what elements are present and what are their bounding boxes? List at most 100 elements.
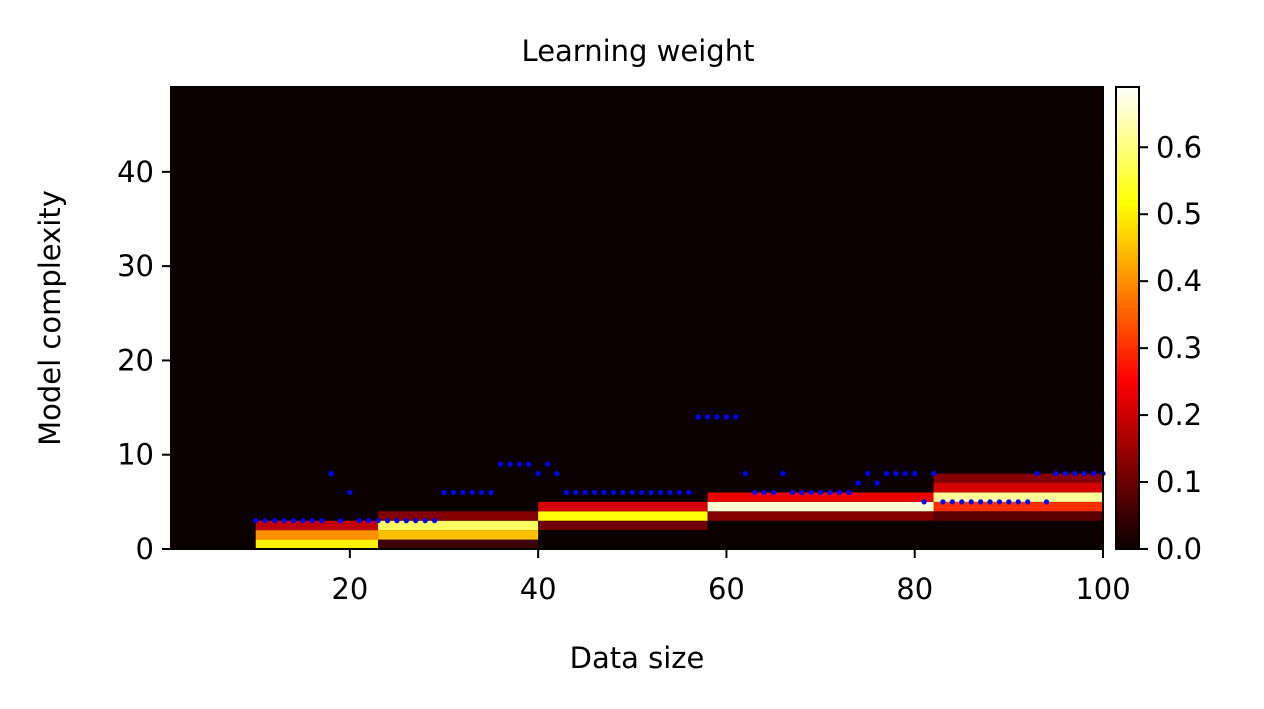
colorbar-tick-label: 0.2 — [1156, 398, 1202, 432]
scatter-point — [271, 518, 278, 524]
heatmap-cell — [378, 520, 539, 531]
heatmap-background — [171, 87, 1103, 549]
scatter-point — [940, 499, 946, 505]
heatmap-cells — [255, 473, 1103, 549]
scatter-point — [808, 489, 814, 496]
heatmap-cell — [707, 492, 934, 502]
scatter-point — [403, 518, 409, 524]
scatter-point — [996, 499, 1003, 505]
x-tick-label: 20 — [331, 572, 368, 606]
heatmap-cell — [378, 511, 539, 521]
scatter-point — [516, 461, 522, 467]
scatter-point — [1034, 470, 1040, 477]
scatter-point — [733, 414, 739, 420]
heatmap-cell — [933, 511, 1103, 521]
scatter-point — [836, 489, 843, 496]
scatter-point — [987, 499, 993, 505]
scatter-point — [949, 499, 955, 505]
scatter-point — [799, 489, 805, 496]
scatter-point — [1043, 499, 1050, 505]
scatter-point — [742, 470, 748, 477]
scatter-point — [290, 518, 296, 524]
scatter-point — [855, 480, 861, 486]
heatmap-cell — [538, 501, 708, 512]
y-tick-label: 20 — [117, 343, 154, 377]
chart-title: Learning weight — [522, 34, 755, 68]
heatmap-cell — [255, 530, 379, 540]
y-tick-label: 0 — [136, 532, 154, 566]
scatter-point — [930, 470, 937, 477]
colorbar-gradient — [1115, 86, 1140, 550]
y-tick-label: 40 — [117, 155, 154, 189]
scatter-point — [563, 489, 569, 496]
scatter-point — [573, 489, 579, 496]
scatter-point — [441, 489, 447, 496]
scatter-point — [507, 461, 513, 467]
heatmap-cell — [933, 483, 1103, 493]
scatter-point — [554, 470, 560, 477]
heatmap-cell — [538, 520, 708, 531]
scatter-point — [1006, 499, 1012, 505]
scatter-point — [413, 518, 419, 524]
scatter-point — [846, 489, 852, 496]
scatter-point — [450, 489, 457, 496]
scatter-point — [366, 518, 372, 524]
scatter-point — [1072, 470, 1078, 477]
scatter-point — [281, 518, 287, 524]
scatter-point — [827, 489, 833, 496]
scatter-point — [394, 518, 400, 524]
scatter-point — [902, 470, 908, 477]
scatter-point — [309, 518, 315, 524]
scatter-point — [723, 414, 730, 420]
scatter-point — [610, 489, 617, 496]
scatter-point — [479, 489, 485, 496]
plot-area — [170, 86, 1106, 550]
heatmap-cell — [538, 511, 708, 521]
scatter-point — [460, 489, 466, 496]
heatmap-cell — [933, 492, 1103, 502]
scatter-point — [761, 489, 767, 496]
scatter-point — [629, 489, 635, 496]
scatter-point — [469, 489, 475, 496]
scatter-point — [337, 518, 344, 524]
colorbar-tick-label: 0.3 — [1156, 331, 1202, 365]
scatter-point — [893, 470, 899, 477]
scatter-point — [432, 518, 438, 524]
y-axis-label: Model complexity — [33, 190, 67, 446]
scatter-point — [375, 518, 381, 524]
scatter-point — [789, 489, 795, 496]
scatter-point — [780, 470, 786, 477]
scatter-point — [978, 499, 984, 505]
scatter-point — [1081, 470, 1087, 477]
scatter-points — [253, 414, 1106, 524]
scatter-point — [347, 489, 353, 496]
colorbar-tick-label: 0.0 — [1156, 532, 1202, 566]
scatter-point — [714, 414, 720, 420]
scatter-point — [384, 518, 391, 524]
scatter-point — [874, 480, 880, 486]
scatter-point — [544, 461, 551, 467]
scatter-point — [1025, 499, 1031, 505]
heatmap-cell — [707, 511, 934, 521]
scatter-point — [676, 489, 682, 496]
scatter-point — [356, 518, 362, 524]
x-axis-label: Data size — [570, 641, 705, 675]
scatter-point — [526, 461, 532, 467]
scatter-point — [959, 499, 965, 505]
scatter-point — [686, 489, 692, 496]
plot-frame — [170, 86, 1104, 550]
scatter-point — [705, 414, 711, 420]
scatter-point — [817, 489, 824, 496]
heatmap-cell — [933, 473, 1103, 483]
y-tick-label: 30 — [117, 249, 154, 283]
y-tick-label: 10 — [117, 438, 154, 472]
x-tick-label: 40 — [520, 572, 557, 606]
heatmap-cell — [255, 539, 379, 549]
colorbar-tick-label: 0.6 — [1156, 130, 1202, 164]
colorbar-tick-label: 0.5 — [1156, 197, 1202, 231]
heatmap-cell — [933, 501, 1103, 512]
scatter-point — [770, 489, 777, 496]
scatter-point — [582, 489, 588, 496]
scatter-point — [1053, 470, 1059, 477]
